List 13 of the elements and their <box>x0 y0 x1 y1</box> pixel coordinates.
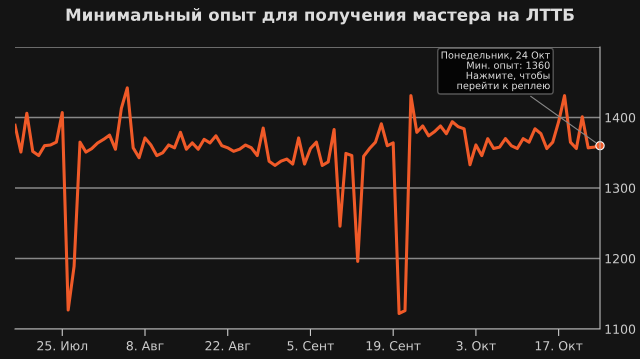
y-tick-label: 1300 <box>606 183 636 193</box>
x-tick-label: 5. Сент <box>288 341 334 350</box>
x-tick-label: 3. Окт <box>456 341 496 350</box>
x-tick-label: 22. Авг <box>205 341 250 350</box>
y-tick-label: 1100 <box>606 324 636 334</box>
annotation: Понедельник, 24 Окт Мин. опыт: 1360 Нажмите, чтобы перейти к реплею <box>442 51 550 92</box>
x-tick-label: 25. Июл <box>37 341 88 350</box>
y-tick-label: 1200 <box>606 254 636 264</box>
chart-title: Минимальный опыт для получения мастера на ЛТТБ <box>66 8 574 24</box>
x-tick-label: 17. Окт <box>536 341 583 350</box>
y-tick-label: 1400 <box>606 112 636 122</box>
x-tick-label: 19. Сент <box>366 341 421 350</box>
x-tick-label: 8. Авг <box>126 341 164 350</box>
